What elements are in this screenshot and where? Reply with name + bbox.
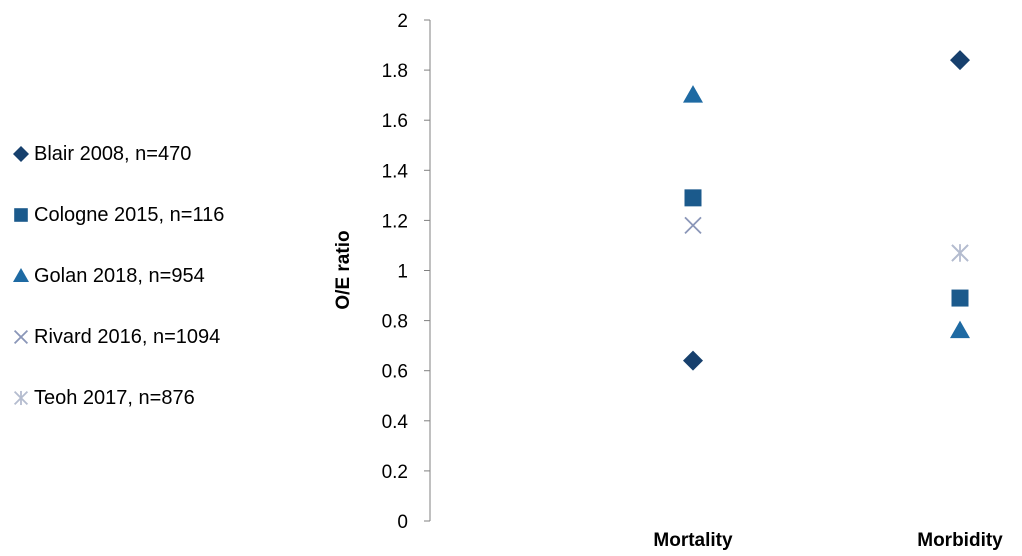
y-tick-label: 0.6 [382, 362, 408, 383]
data-point-square-morbidity [951, 289, 969, 307]
data-point-diamond-mortality [683, 350, 703, 371]
legend-marker-x [13, 329, 29, 345]
y-tick-label: 1.4 [382, 161, 409, 182]
y-tick-label: 0.8 [382, 312, 408, 333]
y-tick-label: 1.2 [382, 211, 408, 232]
x-marker-icon [13, 329, 29, 345]
asterisk-marker-icon [13, 390, 29, 406]
legend-label: Cologne 2015, n=116 [34, 203, 225, 226]
y-tick-label: 1 [397, 262, 408, 283]
legend-label: Golan 2018, n=954 [34, 264, 205, 287]
legend-marker-asterisk [13, 390, 29, 406]
chart-legend: Blair 2008, n=470 Cologne 2015, n=116 Gola… [0, 0, 300, 556]
legend-marker-triangle [13, 268, 29, 282]
y-tick-label: 2 [397, 11, 408, 32]
x-category-label: Morbidity [917, 530, 1003, 551]
data-point-square-mortality [684, 189, 702, 207]
x-category-label: Mortality [653, 530, 733, 551]
legend-item: Blair 2008, n=470 [10, 142, 191, 166]
data-point-diamond-morbidity [950, 50, 970, 71]
data-point-triangle-morbidity [950, 320, 970, 339]
data-points [683, 50, 970, 371]
y-tick-label: 1.6 [382, 111, 408, 132]
y-axis-title: O/E ratio [333, 230, 354, 309]
y-tick-label: 1.8 [382, 61, 408, 82]
data-point-asterisk-morbidity [951, 244, 969, 262]
legend-marker-square [14, 208, 28, 222]
data-point-triangle-mortality [683, 85, 703, 103]
y-tick-label: 0.2 [382, 462, 408, 483]
y-tick-label: 0 [397, 512, 408, 533]
legend-marker-diamond [13, 146, 29, 162]
legend-item: Teoh 2017, n=876 [10, 386, 195, 410]
legend-item: Cologne 2015, n=116 [10, 203, 224, 227]
y-axis: 0 0.2 0.4 0.6 0.8 1 1.2 1.4 1.6 1.8 2 [382, 11, 431, 533]
legend-label: Rivard 2016, n=1094 [34, 325, 221, 348]
legend-item: Rivard 2016, n=1094 [10, 325, 220, 349]
data-point-x-mortality [684, 216, 702, 235]
diamond-marker-icon [13, 146, 29, 162]
legend-label: Blair 2008, n=470 [34, 142, 192, 165]
triangle-marker-icon [13, 268, 29, 282]
x-axis: Mortality Morbidity [653, 530, 1003, 551]
y-tick-label: 0.4 [382, 412, 409, 433]
legend-item: Golan 2018, n=954 [10, 264, 205, 288]
square-marker-icon [14, 208, 28, 222]
legend-label: Teoh 2017, n=876 [34, 386, 195, 409]
